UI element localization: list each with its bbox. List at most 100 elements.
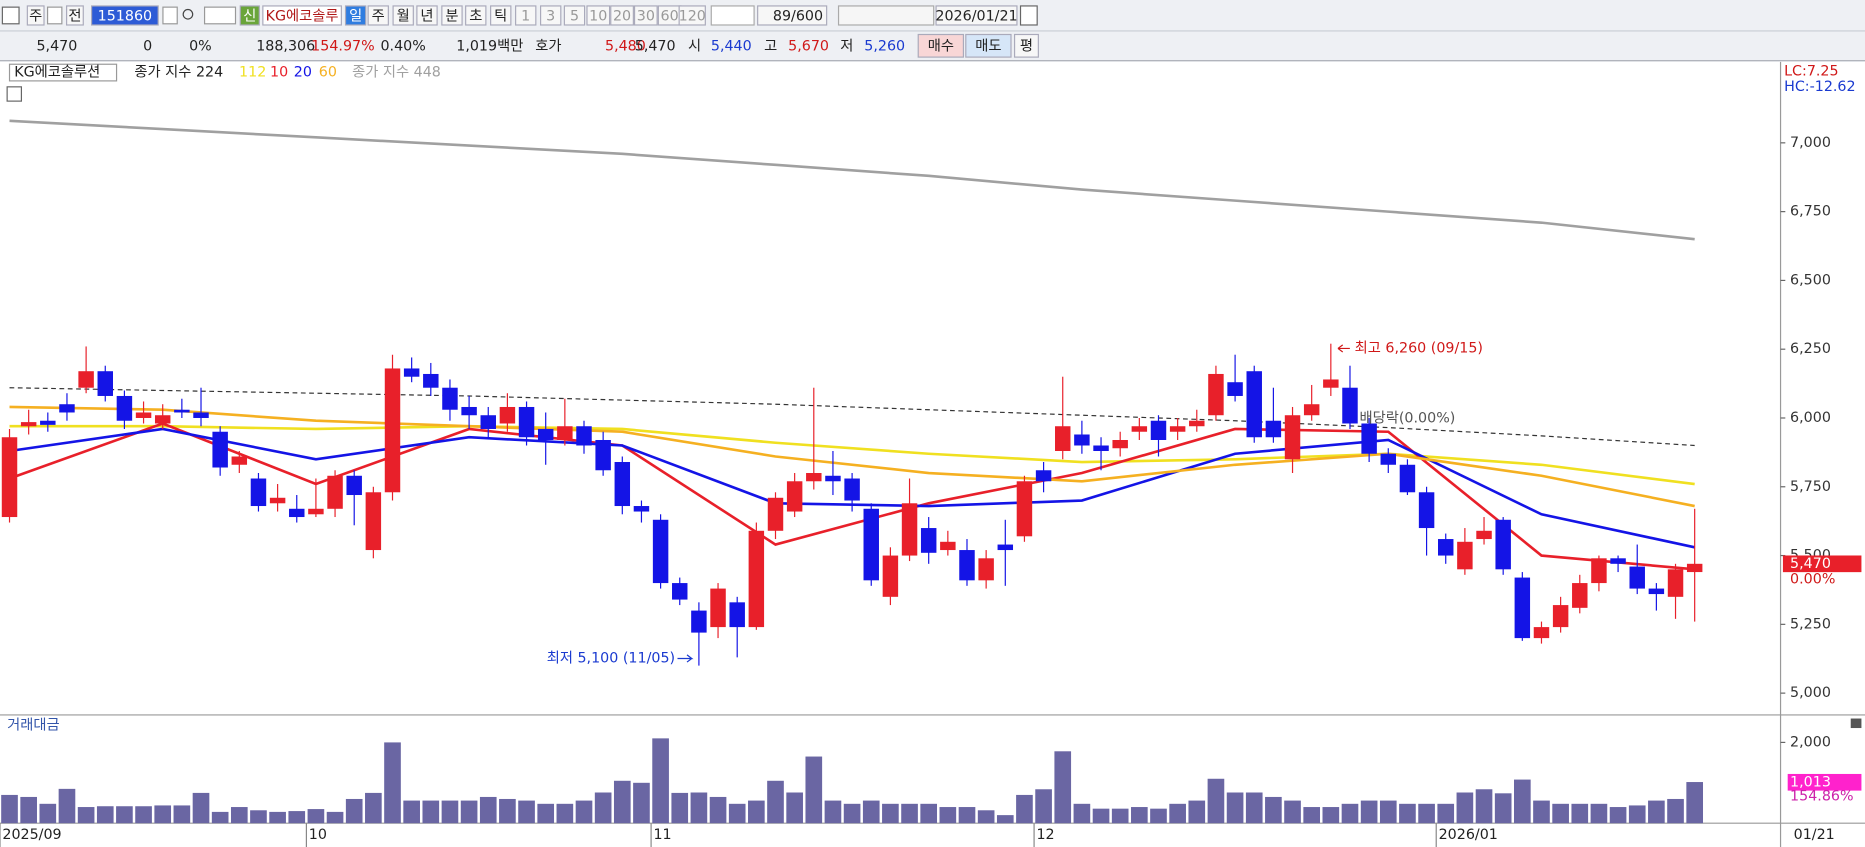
info-value: 시 xyxy=(688,38,701,54)
toolbar-button[interactable] xyxy=(26,5,45,26)
dropdown[interactable] xyxy=(46,6,63,25)
toolbar-label[interactable]: 30 xyxy=(637,9,655,25)
candle-body xyxy=(1016,481,1033,537)
volume-bar xyxy=(1494,793,1512,824)
toolbar-label[interactable]: 전 xyxy=(68,8,81,25)
toolbar-label[interactable]: 일 xyxy=(349,8,362,25)
toolbar-label[interactable]: 월 xyxy=(397,8,410,25)
toolbar-label[interactable]: 분 xyxy=(445,9,458,25)
toolbar-button[interactable] xyxy=(239,5,260,26)
volume-bar xyxy=(1437,803,1455,824)
toolbar-button[interactable] xyxy=(416,5,438,26)
toolbar-label[interactable]: 년 xyxy=(420,8,433,25)
dropdown[interactable] xyxy=(162,6,178,25)
toolbar-label[interactable]: 주 xyxy=(29,9,42,25)
toolbar-label[interactable]: 89/600 xyxy=(773,9,823,25)
info-value[interactable]: 평 xyxy=(1020,37,1033,54)
toolbar-label[interactable]: 초 xyxy=(469,9,482,25)
toolbar-label[interactable]: 주 xyxy=(372,9,385,25)
toolbar-label[interactable]: 120 xyxy=(679,9,706,25)
toolbar-button[interactable] xyxy=(757,5,828,26)
toolbar-button[interactable] xyxy=(490,5,512,26)
info-value[interactable]: 매수 xyxy=(928,37,954,54)
search-icon[interactable] xyxy=(182,8,194,20)
volume-title: 거래대금 xyxy=(7,717,59,734)
info-value[interactable]: 매도 xyxy=(975,37,1001,54)
candle-body xyxy=(116,395,133,421)
order-button[interactable] xyxy=(965,33,1012,58)
volume-bar xyxy=(537,803,555,824)
order-button[interactable] xyxy=(917,33,965,58)
toolbar-label[interactable]: 틱 xyxy=(494,8,507,25)
toolbar-label[interactable]: 20 xyxy=(613,9,631,25)
legend-entry: 20 xyxy=(294,65,312,81)
volume-bar xyxy=(1341,803,1359,824)
toolbar-button[interactable] xyxy=(678,5,706,26)
candle-body xyxy=(1591,558,1607,584)
toolbar-button[interactable] xyxy=(586,5,611,26)
icon[interactable] xyxy=(1,6,20,25)
toolbar-label[interactable]: 5 xyxy=(570,9,579,25)
candle-body xyxy=(20,422,37,427)
volume-bar xyxy=(1590,803,1608,824)
volume-bar xyxy=(862,800,880,824)
toolbar-button[interactable] xyxy=(367,5,389,26)
table-icon[interactable] xyxy=(6,86,23,102)
candle-body xyxy=(1189,420,1205,427)
input[interactable] xyxy=(710,5,755,26)
candle-body xyxy=(901,503,918,556)
toolbar-label[interactable]: 3 xyxy=(546,9,555,25)
candle-body xyxy=(940,541,956,551)
candle-body xyxy=(269,497,286,504)
candle-body xyxy=(729,602,745,628)
candle-body xyxy=(231,456,248,465)
volume-bar xyxy=(211,811,229,824)
volume-bar xyxy=(1571,803,1589,824)
panel-icon[interactable] xyxy=(1850,718,1862,729)
toolbar-button[interactable] xyxy=(441,5,463,26)
volume-bar xyxy=(958,807,976,824)
toolbar-button[interactable] xyxy=(633,5,658,26)
calendar-icon[interactable] xyxy=(1019,5,1038,26)
toolbar-label[interactable]: 1 xyxy=(521,9,530,25)
toolbar-button[interactable] xyxy=(515,5,537,26)
toolbar-label[interactable]: 151860 xyxy=(98,9,152,25)
toolbar-button[interactable] xyxy=(563,5,586,26)
volume-bar xyxy=(1609,807,1627,824)
toolbar-button[interactable] xyxy=(465,5,487,26)
toolbar-label[interactable]: 2026/01/21 xyxy=(935,9,1017,25)
toolbar-label[interactable]: 60 xyxy=(661,9,679,25)
icon[interactable] xyxy=(203,6,237,25)
candle-body xyxy=(442,387,458,410)
volume-bar xyxy=(1150,808,1167,824)
toolbar-button[interactable] xyxy=(344,5,367,26)
candle-body xyxy=(1552,605,1569,628)
candle-body xyxy=(1150,420,1167,440)
toolbar-button[interactable] xyxy=(262,5,342,26)
toolbar-label[interactable]: 10 xyxy=(589,9,607,25)
price-tag-label: 5,470 xyxy=(1790,556,1831,572)
order-button[interactable] xyxy=(1013,33,1039,58)
candle-body xyxy=(480,415,496,429)
candle-body xyxy=(1112,439,1128,449)
toolbar-button[interactable] xyxy=(392,5,414,26)
volume-bar xyxy=(1169,803,1186,824)
volume-bar xyxy=(1628,805,1646,824)
volume-bar xyxy=(1111,808,1129,824)
candle-body xyxy=(365,492,382,551)
toolbar-label[interactable]: KG에코솔루 xyxy=(266,8,339,25)
candle-body xyxy=(154,415,171,424)
info-value: 호가 xyxy=(535,37,561,54)
toolbar-button[interactable] xyxy=(539,5,562,26)
toolbar-button[interactable] xyxy=(90,5,159,26)
toolbar-label[interactable]: 신 xyxy=(243,8,256,25)
date-label: 11 xyxy=(653,827,671,843)
icons[interactable] xyxy=(837,5,935,26)
volume-bar xyxy=(748,800,765,824)
candle-body xyxy=(1284,415,1301,460)
toolbar-button[interactable] xyxy=(610,5,634,26)
toolbar-button[interactable] xyxy=(935,5,1018,26)
legend-entry: 112 xyxy=(239,65,266,81)
toolbar-button[interactable] xyxy=(66,5,84,26)
